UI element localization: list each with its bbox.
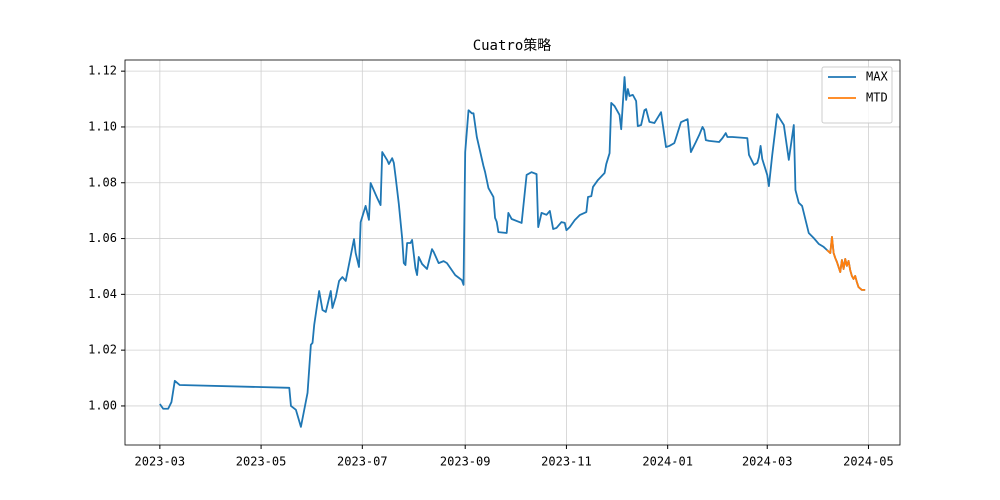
x-tick-label: 2023-03 [135,455,186,469]
x-tick-label: 2024-01 [642,455,693,469]
line-series [159,76,866,428]
legend-label: MTD [866,91,888,105]
chart-title: Cuatro策略 [473,37,552,54]
y-tick-label: 1.00 [88,398,117,412]
y-tick-label: 1.04 [88,287,117,301]
legend: MAX MTD [821,66,893,124]
legend-label: MAX [866,70,888,84]
x-tick-label: 2024-03 [742,455,793,469]
plot-frame [124,59,901,446]
legend-box [821,66,893,124]
x-tick-label: 2024-05 [843,455,894,469]
y-tick-label: 1.02 [88,343,117,357]
x-tick-label: 2023-09 [440,455,491,469]
y-tick-label: 1.08 [88,175,117,189]
x-tick-label: 2023-05 [236,455,287,469]
y-tick-label: 1.10 [88,119,117,133]
y-tick-label: 1.06 [88,231,117,245]
x-tick-label: 2023-07 [337,455,388,469]
y-tick-label: 1.12 [88,64,117,78]
x-tick-label: 2023-11 [541,455,592,469]
line-series [826,235,866,291]
